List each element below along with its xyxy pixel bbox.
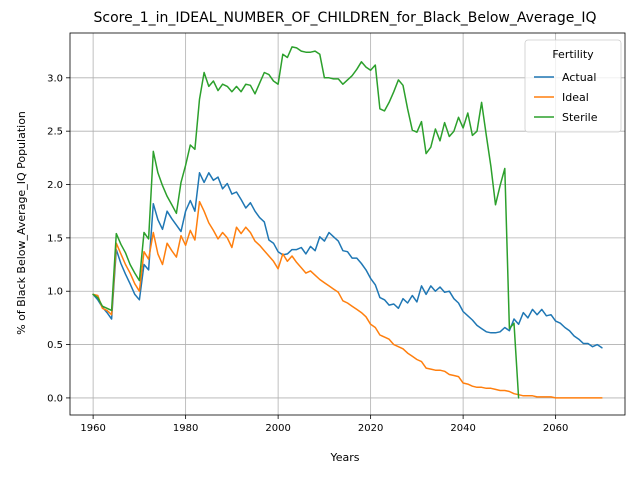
y-axis-ticks: 0.0 0.5 1.0 1.5 2.0 2.5 3.0: [47, 73, 70, 404]
y-axis-label: % of Black Below_Average_IQ Population: [15, 111, 28, 335]
x-tick-label: 2020: [358, 423, 383, 434]
legend-title: Fertility: [552, 48, 594, 61]
legend: Fertility Actual Ideal Sterile: [524, 39, 622, 133]
x-tick-label: 1980: [173, 423, 198, 434]
legend-label-actual: Actual: [562, 71, 596, 84]
series-line-ideal: [92, 200, 603, 399]
legend-label-sterile: Sterile: [562, 111, 598, 124]
y-tick-label: 2.5: [47, 127, 63, 138]
chart-title: Score_1_in_IDEAL_NUMBER_OF_CHILDREN_for_…: [93, 10, 596, 26]
x-tick-label: 1960: [80, 423, 105, 434]
x-tick-label: 2040: [450, 423, 475, 434]
y-tick-label: 3.0: [47, 73, 63, 84]
y-tick-label: 1.5: [47, 233, 63, 244]
y-tick-label: 0.5: [47, 340, 63, 351]
y-tick-label: 1.0: [47, 287, 63, 298]
plot-frame: [69, 32, 626, 416]
series-line-sterile: [92, 46, 520, 399]
series-line-actual: [92, 172, 603, 349]
grid-lines: [70, 33, 625, 415]
y-tick-label: 0.0: [47, 393, 63, 404]
series-lines: [92, 46, 603, 399]
legend-box: [524, 39, 622, 133]
legend-label-ideal: Ideal: [562, 91, 589, 104]
x-tick-label: 2000: [265, 423, 290, 434]
x-axis-ticks: 1960 1980 2000 2020 2040 2060: [80, 415, 568, 434]
x-tick-label: 2060: [543, 423, 568, 434]
y-tick-label: 2.0: [47, 180, 63, 191]
x-axis-label: Years: [329, 451, 359, 464]
